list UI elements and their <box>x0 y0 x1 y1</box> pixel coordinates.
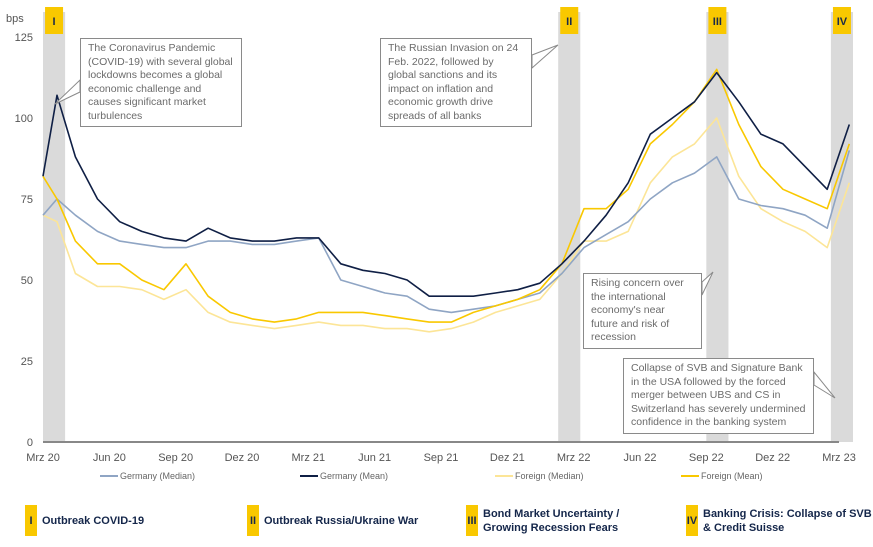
annotation-banking: Collapse of SVB and Signature Bank in th… <box>623 358 814 434</box>
event-band <box>43 12 66 442</box>
x-tick-label: Jun 22 <box>623 452 656 464</box>
y-tick-label: 0 <box>27 437 33 449</box>
y-tick-label: 75 <box>21 194 33 206</box>
event-marker-label: I <box>53 16 56 28</box>
annotation-covid: The Coronavirus Pandemic (COVID-19) with… <box>80 38 242 127</box>
event-legend-1: I Outbreak COVID-19 <box>25 505 192 536</box>
event-band <box>558 12 581 442</box>
event-marker <box>832 7 851 34</box>
y-tick-label: 50 <box>21 275 33 287</box>
x-tick-label: Mrz 21 <box>292 452 326 464</box>
x-tick-label: Mrz 20 <box>26 452 60 464</box>
series-line-foreign-median <box>42 117 851 333</box>
event-legend-2: II Outbreak Russia/Ukraine War <box>247 505 454 536</box>
legend-germany-mean: Germany (Mean) <box>300 471 388 481</box>
x-tick-label: Mrz 22 <box>557 452 591 464</box>
x-tick-label: Dez 20 <box>225 452 260 464</box>
legend-foreign-median: Foreign (Median) <box>495 471 584 481</box>
x-tick-label: Sep 22 <box>689 452 724 464</box>
legend-germany-median: Germany (Median) <box>100 471 195 481</box>
event-badge: I <box>25 505 37 536</box>
x-tick-label: Jun 21 <box>358 452 391 464</box>
x-tick-label: Sep 20 <box>158 452 193 464</box>
series-line-germany-median <box>42 150 851 314</box>
x-tick-label: Sep 21 <box>424 452 459 464</box>
event-marker <box>45 7 64 34</box>
legend-foreign-mean: Foreign (Mean) <box>681 471 763 481</box>
event-marker-label: IV <box>837 16 848 28</box>
series-line-germany-mean <box>42 71 851 297</box>
event-legend-3: III Bond Market Uncertainty / Growing Rec… <box>466 505 633 536</box>
event-marker <box>708 7 727 34</box>
event-band <box>830 12 854 442</box>
y-tick-label: 125 <box>15 32 33 44</box>
event-band <box>706 12 729 442</box>
annotation-recession: Rising concern over the international ec… <box>583 273 702 349</box>
x-tick-label: Dez 22 <box>755 452 790 464</box>
event-legend-4: IV Banking Crisis: Collapse of SVB & Cred… <box>686 505 873 536</box>
event-marker <box>560 7 579 34</box>
series-line-foreign-mean <box>42 68 851 323</box>
x-tick-label: Dez 21 <box>490 452 525 464</box>
callout-pointer <box>813 370 836 399</box>
x-tick-label: Jun 20 <box>93 452 126 464</box>
y-tick-label: 25 <box>21 356 33 368</box>
y-tick-label: 100 <box>15 113 33 125</box>
event-marker-label: III <box>713 16 722 28</box>
event-badge: II <box>247 505 259 536</box>
callout-pointer <box>531 44 559 70</box>
event-marker-label: II <box>566 16 572 28</box>
annotation-russia: The Russian Invasion on 24 Feb. 2022, fo… <box>380 38 532 127</box>
callout-pointer <box>701 271 714 296</box>
event-badge: IV <box>686 505 698 536</box>
y-axis-label: bps <box>6 13 24 25</box>
x-tick-label: Mrz 23 <box>822 452 856 464</box>
event-badge: III <box>466 505 478 536</box>
